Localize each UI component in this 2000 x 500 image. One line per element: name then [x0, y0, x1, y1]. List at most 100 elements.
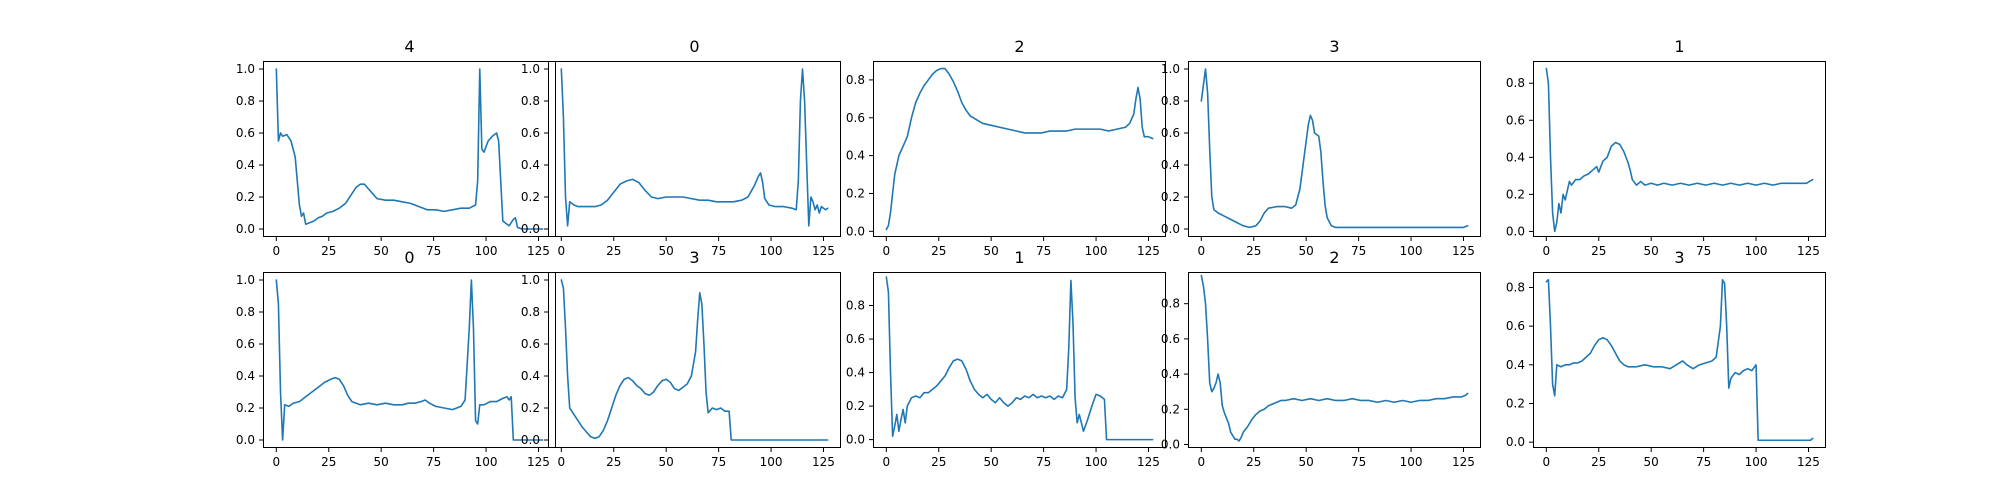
x-tick-label: 25 — [1246, 455, 1261, 469]
y-tick-label: 0.2 — [1161, 402, 1180, 416]
plot-area: 0 25 50 75 100 125 0.0 0.2 0.4 0.6 0.8 — [1506, 61, 1826, 258]
plot-area: 0 25 50 75 100 125 0.0 0.2 0.4 0.6 0.8 — [846, 61, 1166, 258]
y-tick-label: 0.8 — [1161, 94, 1180, 108]
x-tick-label: 125 — [527, 244, 550, 258]
x-tick-label: 125 — [1137, 244, 1160, 258]
y-tick-label: 0.4 — [521, 158, 540, 172]
series-line — [1545, 278, 1814, 442]
plot-area: 0 25 50 75 100 125 0.0 0.2 0.4 0.6 0.8 1.0 — [521, 61, 841, 258]
y-tick-label: 0.4 — [236, 369, 255, 383]
y-tick-label: 0.8 — [1506, 76, 1525, 90]
series-line — [560, 68, 829, 227]
y-tick-label: 0.0 — [521, 433, 540, 447]
y-tick-label: 0.0 — [521, 222, 540, 236]
subplot-r2-c2: 3 0 25 50 75 100 125 0.0 0.2 0.4 0.6 0.8 1.0 — [521, 248, 841, 469]
y-tick-label: 0.0 — [1161, 437, 1180, 451]
x-tick-label: 50 — [984, 455, 999, 469]
x-tick-label: 25 — [606, 455, 621, 469]
y-tick-label: 0.0 — [1506, 224, 1525, 238]
x-tick-label: 0 — [1197, 244, 1205, 258]
y-tick-label: 0.6 — [1161, 332, 1180, 346]
x-tick-label: 75 — [711, 244, 726, 258]
axes-frame — [1188, 61, 1481, 237]
subplot-r1-c3: 2 0 25 50 75 100 125 0.0 0.2 0.4 0.6 0.8 — [846, 37, 1166, 258]
x-tick-label: 50 — [1299, 244, 1314, 258]
subplot-title: 3 — [1674, 248, 1685, 267]
x-tick-label: 0 — [1197, 455, 1205, 469]
x-tick-label: 50 — [659, 244, 674, 258]
x-tick-label: 50 — [374, 455, 389, 469]
y-tick-label: 0.2 — [1506, 397, 1525, 411]
axes-frame — [873, 61, 1166, 237]
plot-area: 0 25 50 75 100 125 0.0 0.2 0.4 0.6 0.8 1.0 — [236, 61, 556, 258]
y-tick-label: 0.0 — [846, 433, 865, 447]
series-line — [1545, 67, 1814, 233]
x-tick-label: 0 — [557, 244, 565, 258]
x-tick-label: 100 — [760, 244, 783, 258]
x-tick-label: 50 — [1644, 244, 1659, 258]
y-tick-label: 0.6 — [236, 337, 255, 351]
series-line — [1200, 68, 1469, 229]
y-tick-label: 0.6 — [846, 111, 865, 125]
y-tick-label: 0.8 — [846, 73, 865, 87]
x-tick-label: 100 — [1400, 455, 1423, 469]
x-tick-label: 125 — [1797, 244, 1820, 258]
x-tick-label: 125 — [812, 244, 835, 258]
subplot-title: 4 — [404, 37, 415, 56]
x-tick-label: 125 — [1137, 455, 1160, 469]
y-tick-label: 0.2 — [1161, 190, 1180, 204]
y-tick-label: 0.0 — [236, 433, 255, 447]
x-tick-label: 50 — [374, 244, 389, 258]
subplot-r1-c1: 4 0 25 50 75 100 125 0.0 0.2 0.4 0.6 0.8 1.0 — [236, 37, 556, 258]
subplot-r2-c1: 0 0 25 50 75 100 125 0.0 0.2 0.4 0.6 0.8 1.0 — [236, 248, 556, 469]
subplot-title: 2 — [1014, 37, 1025, 56]
x-tick-label: 100 — [1085, 244, 1108, 258]
x-tick-label: 75 — [1696, 455, 1711, 469]
x-tick-label: 75 — [426, 455, 441, 469]
x-tick-label: 125 — [1452, 455, 1475, 469]
x-tick-label: 125 — [812, 455, 835, 469]
y-tick-label: 0.6 — [1506, 113, 1525, 127]
y-tick-label: 0.2 — [846, 186, 865, 200]
y-tick-label: 0.4 — [236, 158, 255, 172]
y-tick-label: 0.4 — [846, 366, 865, 380]
axes-frame — [263, 61, 556, 237]
subplot-r2-c4: 2 0 25 50 75 100 125 0.0 0.2 0.4 0.6 0.8 — [1161, 248, 1481, 469]
x-tick-label: 75 — [711, 455, 726, 469]
subplot-r1-c4: 3 0 25 50 75 100 125 0.0 0.2 0.4 0.6 0.8 1.0 — [1161, 37, 1481, 258]
y-tick-label: 0.8 — [846, 299, 865, 313]
y-tick-label: 0.8 — [236, 305, 255, 319]
y-tick-label: 1.0 — [236, 273, 255, 287]
x-tick-label: 75 — [1351, 455, 1366, 469]
x-tick-label: 75 — [1036, 455, 1051, 469]
series-line — [885, 276, 1154, 441]
subplot-r2-c3: 1 0 25 50 75 100 125 0.0 0.2 0.4 0.6 0.8 — [846, 248, 1166, 469]
y-tick-label: 0.2 — [236, 401, 255, 415]
x-tick-label: 25 — [931, 455, 946, 469]
x-tick-label: 0 — [557, 455, 565, 469]
y-tick-label: 0.2 — [1506, 187, 1525, 201]
x-tick-label: 50 — [984, 244, 999, 258]
plot-area: 0 25 50 75 100 125 0.0 0.2 0.4 0.6 0.8 — [846, 272, 1166, 469]
y-tick-label: 0.4 — [521, 369, 540, 383]
y-tick-label: 0.2 — [521, 401, 540, 415]
axes-frame — [263, 272, 556, 448]
x-tick-label: 75 — [426, 244, 441, 258]
x-tick-label: 75 — [1351, 244, 1366, 258]
y-tick-label: 0.8 — [236, 94, 255, 108]
y-tick-label: 0.0 — [846, 224, 865, 238]
y-tick-label: 0.0 — [1506, 435, 1525, 449]
x-tick-label: 25 — [1246, 244, 1261, 258]
axes-frame — [1533, 272, 1826, 448]
axes-frame — [1533, 61, 1826, 237]
subplot-title: 3 — [689, 248, 700, 267]
plot-area: 0 25 50 75 100 125 0.0 0.2 0.4 0.6 0.8 — [1506, 272, 1826, 469]
y-tick-label: 0.0 — [1161, 222, 1180, 236]
subplot-title: 1 — [1014, 248, 1025, 267]
axes-frame — [548, 61, 841, 237]
subplot-title: 3 — [1329, 37, 1340, 56]
series-line — [1200, 274, 1469, 442]
x-tick-label: 0 — [272, 455, 280, 469]
axes-frame — [548, 272, 841, 448]
y-tick-label: 0.6 — [236, 126, 255, 140]
